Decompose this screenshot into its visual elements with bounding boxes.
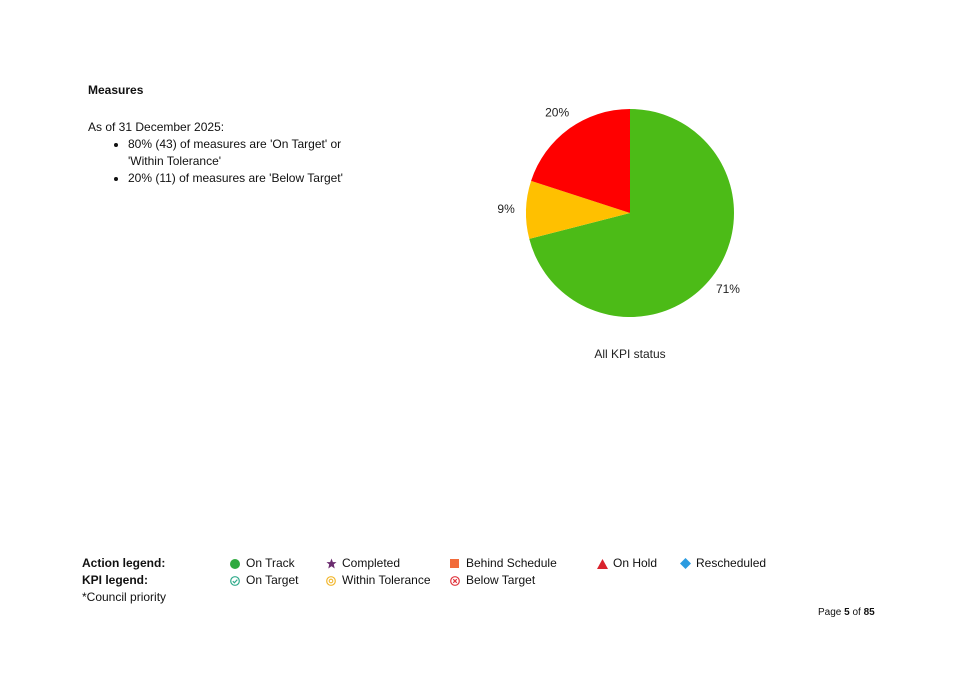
check-circle-icon	[230, 575, 240, 586]
tolerance-circle-icon	[326, 575, 336, 586]
legend-on-target-label: On Target	[246, 573, 299, 587]
legend-below-target-label: Below Target	[466, 573, 536, 587]
pie-slice-below-target	[531, 109, 630, 213]
page-total: 85	[863, 607, 875, 618]
legend-within-tolerance-label: Within Tolerance	[342, 573, 431, 587]
blue-diamond-icon	[680, 558, 691, 569]
orange-square-icon	[450, 558, 460, 568]
legend-below-target: Below Target	[450, 573, 535, 587]
green-circle-icon	[230, 558, 240, 569]
legend-on-hold: On Hold	[597, 556, 657, 570]
pie-slice-within-tolerance	[526, 180, 630, 239]
legend-behind-schedule: Behind Schedule	[450, 556, 557, 570]
legend-on-track: On Track	[230, 556, 295, 570]
legend-rescheduled-label: Rescheduled	[696, 556, 767, 570]
legend-rescheduled: Rescheduled	[680, 556, 766, 570]
legend-within-tolerance: Within Tolerance	[326, 573, 431, 587]
page-current: 5	[844, 607, 850, 618]
legend-behind-schedule-label: Behind Schedule	[466, 556, 557, 570]
legend-completed: Completed	[326, 556, 400, 570]
legend-on-hold-label: On Hold	[613, 556, 658, 570]
red-triangle-icon	[597, 558, 608, 569]
page-number: Page 5 of 85	[818, 607, 875, 618]
bullet-on-target-summary: 80% (43) of measures are 'On Target' or …	[128, 136, 378, 170]
cross-circle-icon	[450, 575, 460, 586]
pie-label-on-target: 71%	[716, 282, 740, 296]
bullet-below-target-summary: 20% (11) of measures are 'Below Target'	[128, 170, 378, 187]
kpi-status-pie-chart: 71% 9% 20% All KPI status	[497, 106, 740, 361]
measures-heading: Measures	[88, 83, 144, 97]
legend-on-track-label: On Track	[246, 556, 295, 570]
pie-chart-title: All KPI status	[594, 347, 665, 361]
council-priority-note: *Council priority	[82, 590, 167, 604]
pie-slice-on-target	[529, 109, 734, 317]
purple-star-icon	[326, 558, 337, 569]
page-of: of	[852, 607, 861, 618]
measures-bullet-list: 80% (43) of measures are 'On Target' or …	[110, 136, 378, 187]
pie-label-within-tolerance: 9%	[497, 202, 515, 216]
kpi-legend-title: KPI legend:	[82, 573, 149, 587]
legend-on-target: On Target	[230, 573, 298, 587]
pie-label-below-target: 20%	[545, 106, 569, 120]
legend-completed-label: Completed	[342, 556, 401, 570]
action-legend-title: Action legend:	[82, 556, 166, 570]
page-prefix: Page	[818, 607, 842, 618]
as-of-date-text: As of 31 December 2025:	[88, 120, 225, 134]
